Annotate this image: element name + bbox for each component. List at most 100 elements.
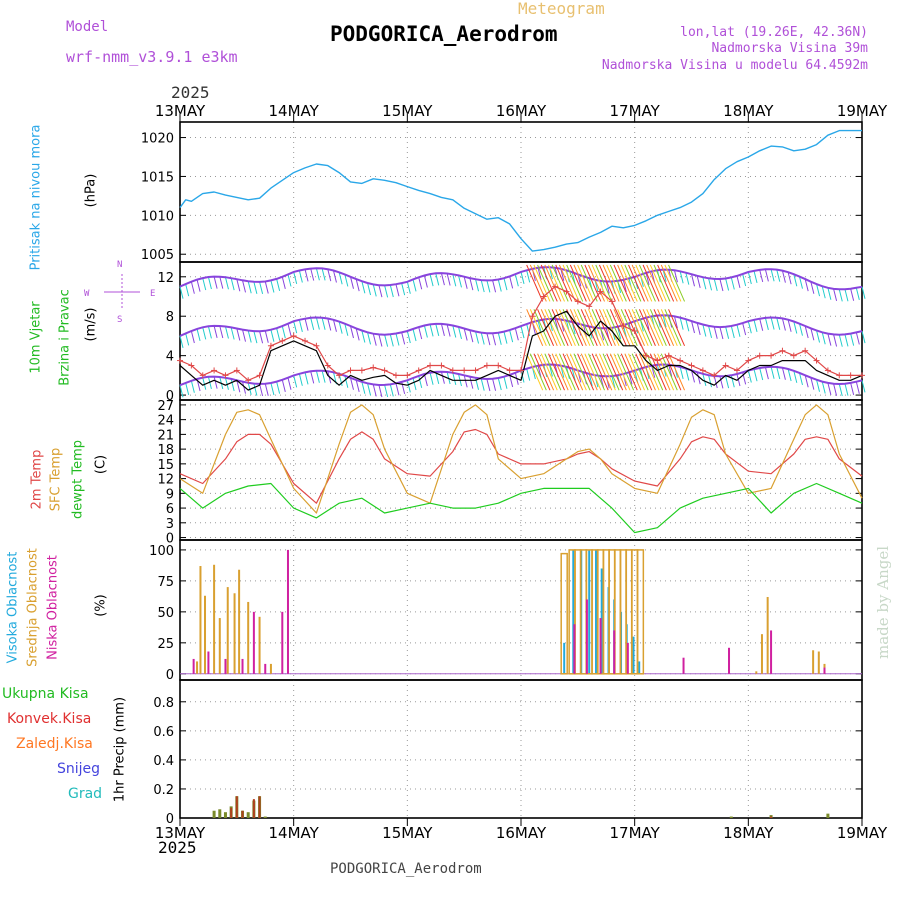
wind-barb xyxy=(355,278,360,292)
wind-barb xyxy=(196,279,201,292)
wind-barb xyxy=(480,279,485,293)
wind-barb xyxy=(537,320,542,333)
wind-barb-storm xyxy=(591,309,609,346)
wind-barb-storm xyxy=(562,264,580,302)
wind-barb xyxy=(384,285,389,298)
wind-barb xyxy=(361,330,366,343)
wind-barb xyxy=(213,325,218,338)
wind-barb xyxy=(764,367,769,380)
cloud-mid-bar xyxy=(755,671,758,674)
wind-barb xyxy=(350,276,354,289)
wind-barb xyxy=(764,269,769,282)
wind-barb xyxy=(253,281,258,294)
wind-barb xyxy=(315,370,320,383)
wind-barb xyxy=(435,273,440,286)
wind-barb-storm xyxy=(646,264,664,302)
wind-barb xyxy=(315,317,320,330)
cloud-low-bar xyxy=(599,618,602,674)
wind-barb xyxy=(673,270,678,283)
wind-barb xyxy=(395,383,400,396)
wind-barb xyxy=(719,326,724,340)
wind-barb xyxy=(492,333,497,346)
wind-barb xyxy=(611,375,616,389)
wind-barb-storm xyxy=(620,309,638,346)
wind-barb-storm xyxy=(533,264,551,302)
temperature-ytick-label: 27 xyxy=(157,399,174,414)
wind-barb-storm xyxy=(609,264,627,302)
wind-barb-storm xyxy=(555,264,573,302)
wind-barb xyxy=(264,330,269,343)
wind-barb xyxy=(247,330,252,343)
wind-barb xyxy=(787,319,792,332)
wind-barb xyxy=(367,332,372,345)
wind-barb-storm xyxy=(562,353,580,391)
wind-barb xyxy=(418,277,423,290)
wind-barb xyxy=(344,375,349,388)
wind-barb xyxy=(804,279,809,292)
wind-barb xyxy=(440,323,445,337)
wind-barb-storm xyxy=(548,264,565,302)
wind-barb xyxy=(776,366,781,380)
wind-barb xyxy=(662,315,667,328)
temp-sfc-line xyxy=(179,404,863,514)
wind-barb xyxy=(679,317,684,330)
wind-barb-storm xyxy=(555,353,573,391)
wind-barb-storm xyxy=(537,353,555,391)
wind-barb xyxy=(338,272,343,285)
wind-barb-storm xyxy=(602,309,620,346)
wind-barb xyxy=(207,326,212,339)
wind-barb xyxy=(179,286,184,299)
wind-barb xyxy=(645,272,650,286)
wind-barb xyxy=(821,286,826,299)
wind-barb xyxy=(668,364,673,377)
wind-barb xyxy=(452,274,457,287)
wind-barb xyxy=(514,328,519,341)
wind-barb xyxy=(793,370,798,383)
wind-barb xyxy=(838,289,843,302)
wind-barb xyxy=(537,267,542,280)
wind-barb xyxy=(605,281,610,294)
cloud-mid-bar xyxy=(204,595,207,674)
wind-barb xyxy=(781,367,786,380)
wind-barb xyxy=(412,377,417,391)
cloud-ytick-label: 50 xyxy=(157,606,174,621)
wind-barb xyxy=(645,317,650,330)
wind-barb-storm xyxy=(620,353,638,391)
wind-barb xyxy=(816,283,821,297)
cloud-mid-bar xyxy=(269,663,272,674)
wind-barb-storm xyxy=(573,264,591,302)
compass-cross-svg xyxy=(104,274,140,310)
cloud-high-bar xyxy=(563,642,566,674)
wind-barb-storm xyxy=(598,353,616,391)
wind-barb xyxy=(520,271,525,285)
wind-barb xyxy=(855,381,860,394)
wind-barb-storm xyxy=(653,309,671,346)
wind-ytick-label: 12 xyxy=(157,271,174,286)
wind-barb xyxy=(202,277,207,291)
wind-barb xyxy=(412,328,417,342)
precip-total-bar xyxy=(218,809,222,818)
x-tick-label-bottom: 13MAY xyxy=(155,824,206,842)
cloud-high-bar xyxy=(572,549,575,674)
wind-barb xyxy=(406,380,411,393)
wind-barb xyxy=(497,279,502,292)
wind-barb-storm xyxy=(551,264,569,302)
cloud-mid-bar xyxy=(766,596,769,674)
wind-barb xyxy=(457,275,462,288)
precip-total-bar xyxy=(212,810,216,818)
pressure-ytick-label: 1010 xyxy=(141,209,174,224)
precip-conv-bar xyxy=(258,796,261,818)
wind-barb xyxy=(503,331,508,344)
temperature-ytick-label: 6 xyxy=(166,502,174,517)
wind-barb xyxy=(259,281,264,295)
compass-e: E xyxy=(150,289,156,299)
wind-barb xyxy=(213,276,218,289)
wind-barb xyxy=(844,383,849,396)
wind-barb xyxy=(230,378,235,392)
wind-barb xyxy=(332,270,337,283)
wind-barb xyxy=(281,379,286,392)
wind-barb xyxy=(759,269,764,283)
wind-barb xyxy=(321,268,326,281)
wind-barb xyxy=(571,368,576,381)
wind-barb xyxy=(327,318,332,331)
